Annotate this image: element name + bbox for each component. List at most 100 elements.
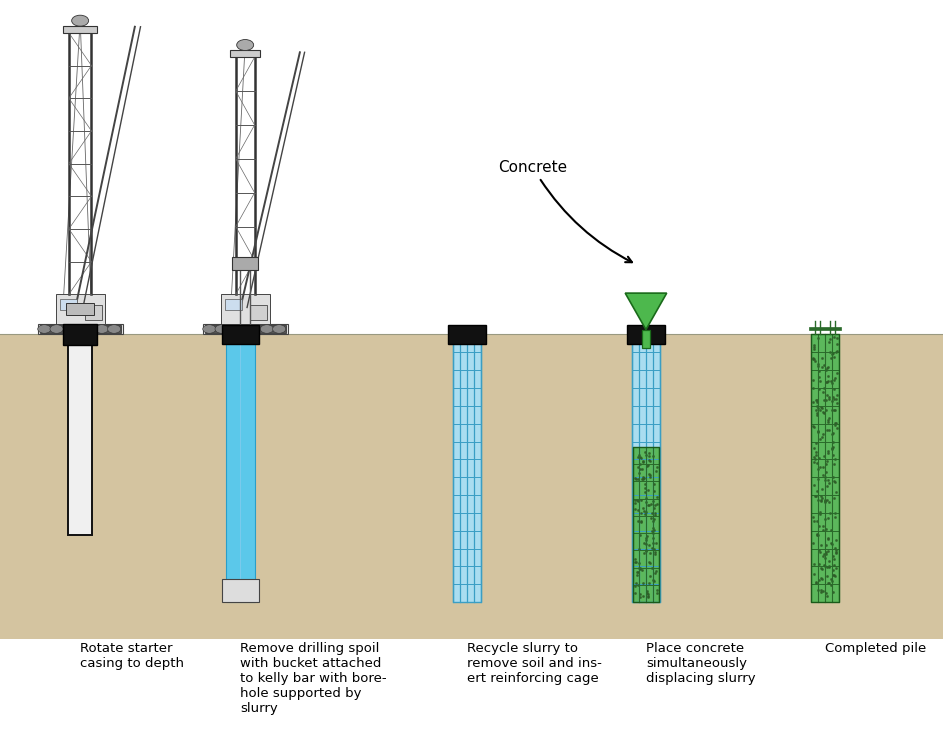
Point [829,547,844,559]
Point [827,417,842,429]
Point [820,512,835,524]
Point [819,570,835,582]
Point [631,451,646,463]
Point [809,396,824,408]
Point [630,494,645,506]
Point [641,556,656,568]
Point [644,525,659,537]
Point [814,352,829,364]
Point [646,502,661,514]
Point [829,332,844,344]
Point [813,508,828,520]
Point [829,367,844,379]
Point [632,591,647,603]
Point [819,456,835,468]
Bar [633,447,659,602]
Point [829,486,844,498]
Point [647,546,662,558]
Bar [222,325,259,344]
Point [827,542,842,554]
Bar [205,325,231,334]
Point [813,494,828,506]
Point [822,336,837,348]
Point [825,377,840,389]
Point [814,586,829,598]
Bar [60,299,77,310]
Point [640,484,655,496]
Bar [85,305,102,320]
Point [637,509,653,521]
Point [636,456,651,468]
Point [811,383,826,395]
Point [644,498,659,510]
Point [805,538,820,550]
Point [819,424,835,436]
Bar [633,447,659,602]
Point [829,396,844,408]
Point [632,449,647,461]
Point [819,362,835,374]
Point [812,462,827,473]
Point [819,494,835,506]
Point [820,532,835,544]
Point [811,452,826,464]
Point [819,376,835,388]
Point [827,492,842,504]
Point [813,375,828,387]
Point [648,567,663,579]
Point [806,421,821,433]
Point [826,331,841,343]
Point [636,590,651,602]
Point [628,473,643,485]
Bar [453,334,481,602]
Circle shape [260,325,273,334]
Point [645,494,660,506]
Point [639,461,654,473]
Point [636,577,651,589]
Point [825,347,840,359]
Point [634,507,649,519]
Point [815,573,830,585]
Point [824,574,839,586]
Point [819,459,834,470]
Point [828,545,843,557]
Point [811,358,826,370]
Point [807,355,822,367]
Point [639,585,654,597]
Point [634,516,649,528]
Point [824,375,839,387]
Point [638,449,653,461]
Point [636,473,651,485]
Point [813,433,828,445]
Bar [811,334,839,602]
Point [819,590,835,602]
Point [648,499,663,511]
Point [633,459,648,470]
Point [819,523,834,535]
Bar [811,334,839,602]
Point [648,509,663,521]
Circle shape [38,325,51,334]
Point [632,557,647,568]
Circle shape [273,325,286,334]
Point [814,539,829,551]
Point [812,520,827,532]
Point [627,586,642,598]
Point [806,340,821,352]
Point [828,453,843,465]
Point [631,462,646,473]
Circle shape [237,40,254,50]
Point [805,512,820,524]
Point [638,534,653,546]
Point [641,591,656,603]
Point [818,513,833,525]
Point [627,503,642,515]
Point [825,391,840,403]
Point [820,370,835,382]
Point [821,414,836,426]
Point [809,485,824,497]
Point [635,473,650,485]
Bar [627,325,665,344]
Point [642,470,657,482]
Point [638,491,653,503]
